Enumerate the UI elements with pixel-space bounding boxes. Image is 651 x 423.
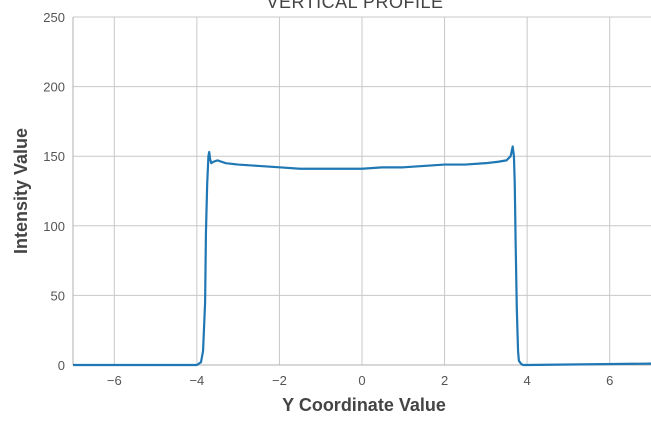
series-line-0 — [73, 145, 651, 367]
y-tick-label: 0 — [58, 358, 65, 373]
x-tick-label: −6 — [107, 373, 122, 388]
y-tick-label: 50 — [51, 288, 65, 303]
x-tick-label: −4 — [189, 373, 204, 388]
x-tick-label: 6 — [606, 373, 613, 388]
chart-title: VERTICAL PROFILE — [266, 0, 443, 12]
tick-labels-layer: −6 −4 −2 0 2 4 6 0 50 100 150 200 250 — [43, 10, 613, 388]
x-tick-label: −2 — [272, 373, 287, 388]
x-tick-label: 0 — [358, 373, 365, 388]
y-tick-label: 250 — [43, 10, 65, 25]
x-axis-label: Y Coordinate Value — [282, 395, 446, 415]
series-layer — [73, 145, 651, 367]
y-axis-label: Intensity Value — [11, 128, 31, 254]
y-tick-label: 200 — [43, 80, 65, 95]
x-tick-label: 2 — [441, 373, 448, 388]
grid-layer — [73, 16, 651, 366]
y-tick-label: 150 — [43, 149, 65, 164]
y-tick-label: 100 — [43, 219, 65, 234]
x-tick-label: 4 — [524, 373, 531, 388]
